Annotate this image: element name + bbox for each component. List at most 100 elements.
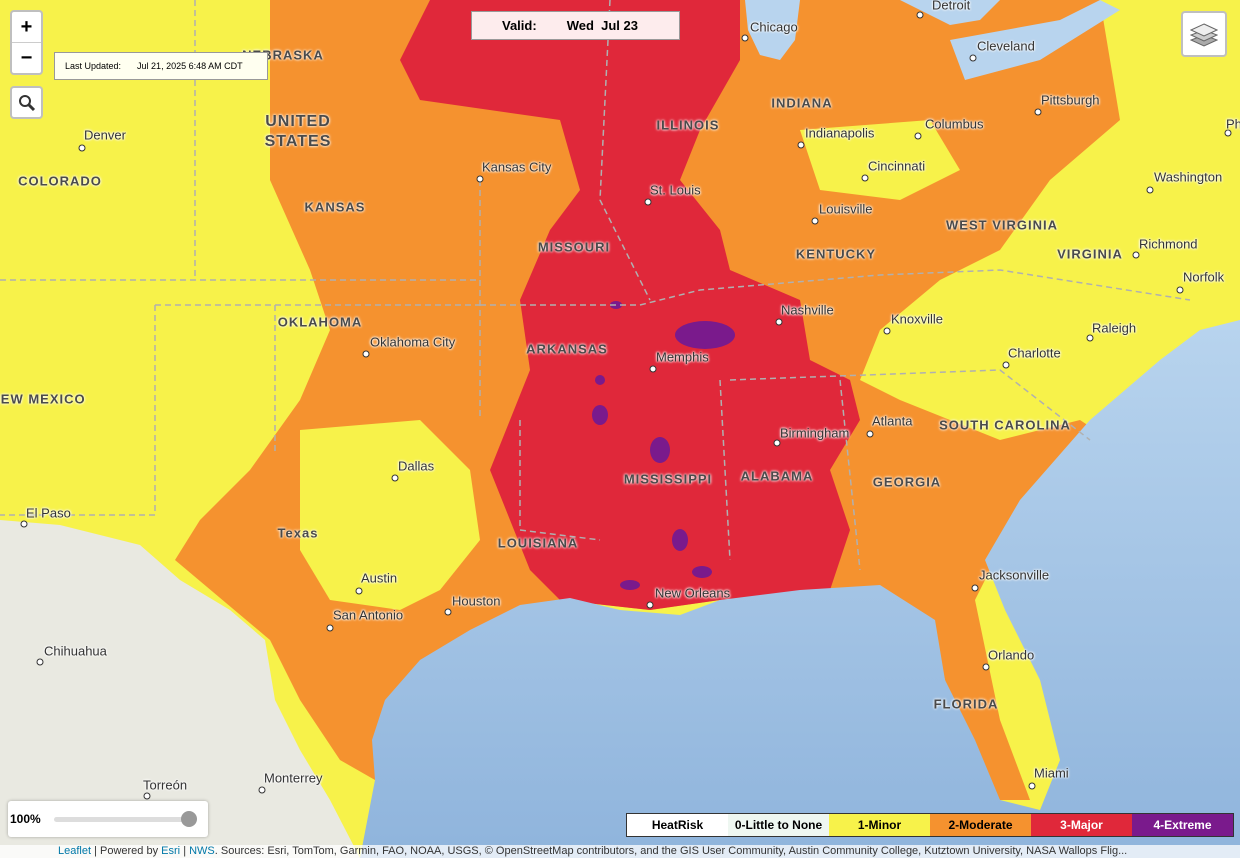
city-dot bbox=[258, 786, 266, 794]
city-dot bbox=[971, 584, 979, 592]
city-dot bbox=[866, 430, 874, 438]
nws-link[interactable]: NWS bbox=[189, 845, 215, 857]
city-label: Monterrey bbox=[264, 770, 323, 786]
city-label: Charlotte bbox=[1008, 345, 1061, 361]
state-label: KENTUCKY bbox=[795, 246, 877, 262]
city-label: Philadelphia bbox=[1226, 116, 1240, 132]
city-dot bbox=[326, 624, 334, 632]
attribution-text: | Powered by bbox=[94, 845, 159, 857]
city-label: Torreón bbox=[143, 777, 188, 793]
valid-label: Valid: bbox=[502, 18, 537, 33]
city-label: Cincinnati bbox=[868, 158, 926, 174]
state-label: ALABAMA bbox=[740, 468, 814, 484]
city-dot bbox=[969, 54, 977, 62]
city-dot bbox=[649, 365, 657, 373]
state-label: OKLAHOMA bbox=[277, 314, 363, 330]
legend-item: 0-Little to None bbox=[728, 814, 829, 836]
state-label: FLORIDA bbox=[933, 696, 999, 712]
city-label: El Paso bbox=[26, 505, 71, 521]
city-dot bbox=[811, 217, 819, 225]
state-label: LOUISIANA bbox=[497, 535, 579, 551]
lake bbox=[950, 0, 1120, 80]
city-label: Denver bbox=[84, 127, 126, 143]
city-dot bbox=[20, 520, 28, 528]
city-label: Columbus bbox=[925, 116, 984, 132]
yellow-zone bbox=[800, 120, 960, 200]
city-label: Washington bbox=[1154, 169, 1223, 185]
state-label: MISSISSIPPI bbox=[623, 471, 713, 487]
city-label: Memphis bbox=[656, 349, 709, 365]
city-label: Chihuahua bbox=[44, 643, 107, 659]
leaflet-link[interactable]: Leaflet bbox=[58, 845, 92, 857]
legend-item: 1-Minor bbox=[829, 814, 930, 836]
city-dot bbox=[1146, 186, 1154, 194]
city-label: Birmingham bbox=[780, 425, 850, 441]
lake bbox=[900, 0, 1000, 25]
city-dot bbox=[982, 663, 990, 671]
opacity-track bbox=[54, 817, 194, 822]
legend-title: HeatRisk bbox=[627, 814, 728, 836]
city-dot bbox=[444, 608, 452, 616]
state-label: WEST VIRGINIA bbox=[946, 217, 1058, 233]
city-dot bbox=[1086, 334, 1094, 342]
opacity-thumb[interactable] bbox=[181, 811, 197, 827]
city-dot bbox=[1132, 251, 1140, 259]
city-dot bbox=[646, 601, 654, 609]
city-label: Dallas bbox=[398, 458, 435, 474]
legend-item: 2-Moderate bbox=[930, 814, 1031, 836]
city-dot bbox=[1224, 129, 1232, 137]
attribution: Leaflet | Powered by Esri | NWS. Sources… bbox=[0, 845, 1240, 858]
ocean bbox=[360, 320, 1240, 858]
attribution-text: | bbox=[183, 845, 187, 857]
lake bbox=[745, 0, 800, 60]
state-label: MISSOURI bbox=[537, 239, 611, 255]
city-dot bbox=[797, 141, 805, 149]
last-updated-label: Last Updated: bbox=[65, 61, 122, 71]
legend-item: 3-Major bbox=[1031, 814, 1132, 836]
city-label: Louisville bbox=[819, 201, 873, 217]
state-borders bbox=[0, 0, 1191, 571]
layers-button[interactable] bbox=[1181, 11, 1227, 57]
city-label: Cleveland bbox=[977, 38, 1035, 54]
city-label: Norfolk bbox=[1183, 269, 1225, 285]
city-label: San Antonio bbox=[333, 607, 404, 623]
city-label: Detroit bbox=[932, 0, 971, 13]
zoom-in[interactable]: + bbox=[12, 12, 41, 43]
city-dot bbox=[143, 792, 151, 800]
city-label: Indianapolis bbox=[805, 125, 875, 141]
zoom-out[interactable]: − bbox=[20, 46, 33, 69]
city-label: New Orleans bbox=[655, 585, 731, 601]
city-label: Richmond bbox=[1139, 236, 1198, 252]
zoom-control: + − bbox=[10, 10, 43, 75]
city-label: Atlanta bbox=[872, 413, 913, 429]
city-label: St. Louis bbox=[650, 182, 701, 198]
city-dot bbox=[36, 658, 44, 666]
opacity-control: 100% bbox=[8, 801, 208, 837]
city-label: Kansas City bbox=[482, 159, 552, 175]
city-label: Miami bbox=[1034, 765, 1069, 781]
city-dot bbox=[355, 587, 363, 595]
search-icon bbox=[18, 94, 35, 111]
city-dot bbox=[741, 34, 749, 42]
state-label: KANSAS bbox=[304, 199, 366, 215]
city-dot bbox=[78, 144, 86, 152]
esri-link[interactable]: Esri bbox=[161, 845, 181, 857]
city-dot bbox=[861, 174, 869, 182]
city-dot bbox=[916, 11, 924, 19]
city-label: Raleigh bbox=[1092, 320, 1137, 336]
city-dot bbox=[914, 132, 922, 140]
city-dot bbox=[1034, 108, 1042, 116]
state-label: VIRGINIA bbox=[1057, 246, 1123, 262]
city-dot bbox=[644, 198, 652, 206]
city-dot bbox=[476, 175, 484, 183]
opacity-value: 100% bbox=[10, 812, 41, 826]
city-dot bbox=[883, 327, 891, 335]
search-button[interactable] bbox=[10, 86, 43, 119]
city-label: Jacksonville bbox=[979, 567, 1050, 583]
state-label: NEW MEXICO bbox=[0, 391, 86, 407]
city-dot bbox=[362, 350, 370, 358]
city-label: Knoxville bbox=[891, 311, 944, 327]
legend-item: 4-Extreme bbox=[1132, 814, 1233, 836]
